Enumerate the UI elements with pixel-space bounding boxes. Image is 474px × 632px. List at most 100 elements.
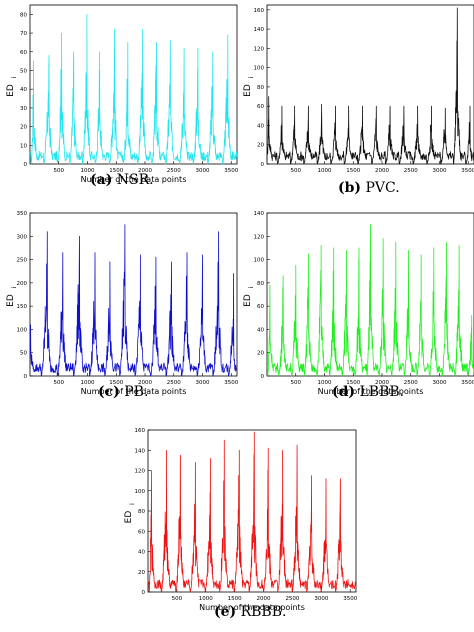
- caption-text: PB.: [119, 384, 149, 400]
- x-axis-label: Number of the data points: [318, 387, 424, 396]
- y-axis-label-subscript: i: [248, 76, 255, 78]
- y-tick-label: 0: [24, 162, 28, 168]
- x-tick-label: 500: [172, 596, 183, 602]
- x-tick-label: 500: [54, 168, 65, 174]
- y-tick-label: 0: [24, 374, 28, 380]
- caption-text: NSR.: [112, 172, 154, 188]
- caption-label: (c): [98, 384, 120, 400]
- y-tick-label: 100: [254, 66, 265, 72]
- caption-text: PVC.: [361, 180, 400, 196]
- y-tick-label: 140: [135, 448, 146, 454]
- y-tick-label: 0: [142, 590, 146, 596]
- panel-e: 500 1000 1500 2000 2500 3000 3500 0 20 40 60 80 100 1…: [124, 428, 358, 612]
- y-tick-label: 80: [138, 509, 145, 515]
- y-tick-label: 80: [20, 12, 27, 18]
- y-tick-label: 40: [138, 550, 145, 556]
- y-tick-label: 350: [17, 211, 28, 217]
- x-tick-label: 3500: [461, 380, 474, 386]
- caption-label: (b): [338, 180, 362, 196]
- x-tick-label: 500: [291, 380, 302, 386]
- y-tick-label: 140: [254, 211, 265, 217]
- y-tick-label: 100: [254, 258, 265, 264]
- y-axis-label: ED: [243, 84, 253, 97]
- y-tick-label: 20: [138, 570, 145, 576]
- y-tick-label: 0: [261, 162, 265, 168]
- x-tick-label: 1500: [109, 380, 123, 386]
- y-tick-label: 60: [20, 50, 27, 56]
- y-tick-label: 160: [254, 8, 265, 14]
- y-axis-label: ED: [6, 294, 16, 307]
- x-tick-label: 2500: [167, 380, 181, 386]
- x-tick-label: 1000: [199, 596, 213, 602]
- x-tick-label: 500: [291, 168, 302, 174]
- y-tick-label: 60: [138, 529, 145, 535]
- x-tick-label: 3500: [224, 168, 238, 174]
- x-tick-label: 2500: [404, 380, 418, 386]
- panel-b: 500 1000 1500 2000 2500 3000 3500 0 20 40 60 80 100 1…: [243, 4, 474, 174]
- y-tick-label: 80: [257, 85, 264, 91]
- x-tick-label: 2000: [257, 596, 271, 602]
- panel-c: 500 1000 1500 2000 2500 3000 3500 0 50 100 150 200 2…: [6, 211, 239, 396]
- y-tick-label: 140: [254, 27, 265, 33]
- y-axis-label-subscript: i: [11, 76, 18, 78]
- caption-b: (b) PVC.: [338, 180, 400, 196]
- x-axis-label: Number of the data points: [81, 175, 187, 184]
- caption-text: RBBB.: [236, 604, 287, 620]
- caption-label: (d): [332, 384, 356, 400]
- x-tick-label: 3500: [343, 596, 357, 602]
- y-axis-label-subscript: i: [248, 286, 255, 288]
- x-tick-label: 3000: [196, 168, 210, 174]
- y-tick-label: 80: [257, 281, 264, 287]
- x-tick-label: 3000: [433, 168, 447, 174]
- caption-label: (a): [90, 172, 113, 188]
- y-axis-label-subscript: i: [129, 503, 136, 505]
- caption-d: (d) LBBB.: [332, 384, 404, 400]
- y-tick-label: 200: [17, 281, 28, 287]
- series-line: [29, 224, 237, 377]
- y-tick-label: 300: [17, 234, 28, 240]
- y-tick-label: 20: [20, 125, 27, 131]
- y-tick-label: 40: [257, 123, 264, 129]
- y-tick-label: 50: [20, 351, 27, 357]
- y-axis-label: ED: [243, 294, 253, 307]
- caption-a: (a) NSR.: [90, 172, 154, 188]
- y-tick-label: 250: [17, 258, 28, 264]
- y-tick-label: 100: [135, 489, 146, 495]
- x-tick-label: 2500: [404, 168, 418, 174]
- x-tick-label: 500: [54, 380, 65, 386]
- y-tick-label: 100: [17, 327, 28, 333]
- x-tick-label: 1500: [346, 168, 360, 174]
- x-tick-label: 1500: [346, 380, 360, 386]
- y-tick-label: 10: [20, 143, 27, 149]
- y-tick-label: 50: [20, 68, 27, 74]
- x-tick-label: 1000: [81, 168, 95, 174]
- x-tick-label: 1500: [228, 596, 242, 602]
- x-tick-label: 3000: [433, 380, 447, 386]
- y-axis-label: ED: [124, 511, 134, 524]
- plot-frame: [29, 4, 238, 165]
- y-tick-label: 70: [20, 31, 27, 37]
- y-tick-label: 40: [257, 327, 264, 333]
- series-line: [29, 14, 238, 165]
- series-line: [147, 431, 357, 593]
- y-tick-label: 120: [254, 234, 265, 240]
- y-tick-label: 60: [257, 104, 264, 110]
- plot-frame: [29, 212, 238, 377]
- y-tick-label: 20: [257, 143, 264, 149]
- y-tick-label: 120: [135, 469, 146, 475]
- x-tick-label: 3000: [314, 596, 328, 602]
- x-tick-label: 2000: [138, 168, 152, 174]
- plot-frame: [147, 429, 357, 593]
- panel-a: 500 1000 1500 2000 2500 3000 3500 0 10 20 30 40 50 60…: [6, 4, 239, 184]
- x-axis-label: Number of the data points: [199, 603, 305, 612]
- y-tick-label: 120: [254, 46, 265, 52]
- x-tick-label: 3000: [196, 380, 210, 386]
- y-axis-label: ED: [6, 84, 16, 97]
- y-tick-label: 40: [20, 87, 27, 93]
- y-tick-label: 0: [261, 374, 265, 380]
- y-tick-label: 60: [257, 304, 264, 310]
- panel-d: 500 1000 1500 2000 2500 3000 3500 0 20 40 60 80 100 1…: [243, 211, 474, 396]
- x-tick-label: 2000: [375, 168, 389, 174]
- x-tick-label: 2000: [138, 380, 152, 386]
